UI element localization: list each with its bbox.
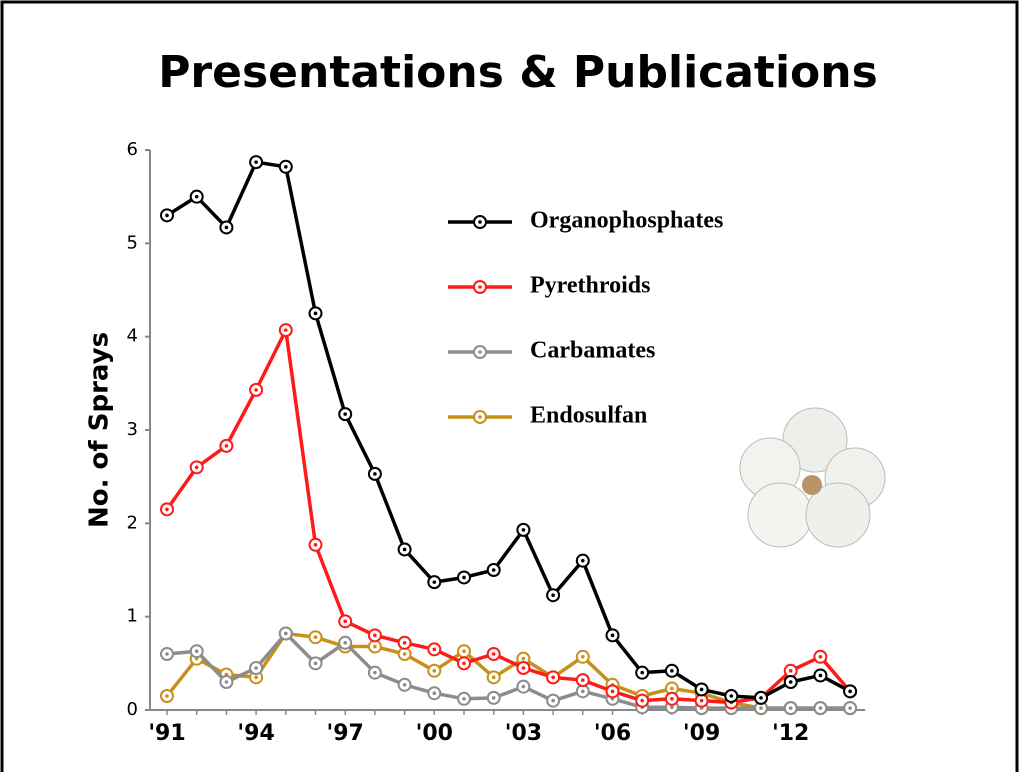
y-tick-label: 2 — [127, 512, 138, 533]
point — [844, 702, 856, 714]
point — [369, 468, 381, 480]
point — [488, 692, 500, 704]
point — [161, 503, 173, 515]
chart-title: Presentations & Publications — [158, 47, 878, 98]
x-tick-label: '03 — [505, 721, 542, 746]
y-tick-label: 3 — [127, 419, 138, 440]
point — [814, 651, 826, 663]
point — [428, 687, 440, 699]
point — [517, 681, 529, 693]
legend-label: Pyrethroids — [530, 273, 650, 299]
point — [666, 693, 678, 705]
point — [220, 676, 232, 688]
point — [636, 667, 648, 679]
point — [310, 657, 322, 669]
point — [696, 683, 708, 695]
point — [310, 539, 322, 551]
point — [339, 615, 351, 627]
point — [636, 695, 648, 707]
x-tick-label: '06 — [594, 721, 631, 746]
point — [488, 671, 500, 683]
point — [250, 156, 262, 168]
point — [488, 648, 500, 660]
point — [161, 648, 173, 660]
point — [725, 690, 737, 702]
point — [428, 665, 440, 677]
point — [458, 645, 470, 657]
point — [844, 685, 856, 697]
slide: Presentations & Publications No. of Spra… — [0, 0, 1019, 772]
y-tick-label: 0 — [127, 699, 138, 720]
point — [399, 679, 411, 691]
point — [607, 685, 619, 697]
legend-label: Carbamates — [530, 338, 655, 364]
point — [577, 651, 589, 663]
point — [191, 461, 203, 473]
point — [814, 669, 826, 681]
point — [428, 576, 440, 588]
point — [161, 209, 173, 221]
point — [517, 662, 529, 674]
point — [191, 645, 203, 657]
point — [220, 440, 232, 452]
point — [250, 384, 262, 396]
y-axis-label: No. of Sprays — [85, 332, 115, 528]
point — [474, 216, 486, 228]
point — [280, 627, 292, 639]
y-tick-label: 4 — [127, 326, 138, 347]
point — [399, 637, 411, 649]
x-tick-label: '00 — [416, 721, 453, 746]
point — [458, 657, 470, 669]
point — [785, 702, 797, 714]
point — [577, 674, 589, 686]
point — [339, 408, 351, 420]
point — [488, 564, 500, 576]
y-tick-label: 5 — [127, 232, 138, 253]
point — [280, 324, 292, 336]
x-tick-label: '09 — [683, 721, 720, 746]
point — [428, 643, 440, 655]
point — [814, 702, 826, 714]
point — [458, 571, 470, 583]
point — [547, 671, 559, 683]
x-tick-label: '91 — [148, 721, 185, 746]
point — [458, 693, 470, 705]
point — [547, 695, 559, 707]
point — [547, 589, 559, 601]
point — [755, 692, 767, 704]
point — [220, 221, 232, 233]
point — [474, 281, 486, 293]
y-tick-label: 1 — [127, 606, 138, 627]
y-tick-label: 6 — [127, 139, 138, 160]
point — [310, 307, 322, 319]
point — [161, 690, 173, 702]
point — [339, 637, 351, 649]
point — [310, 631, 322, 643]
point — [607, 629, 619, 641]
point — [369, 667, 381, 679]
x-tick-label: '94 — [237, 721, 274, 746]
point — [369, 629, 381, 641]
point — [399, 543, 411, 555]
x-tick-label: '12 — [772, 721, 809, 746]
slide-frame — [2, 2, 1017, 772]
point — [474, 411, 486, 423]
point — [280, 161, 292, 173]
point — [250, 662, 262, 674]
legend-label: Endosulfan — [530, 403, 647, 429]
x-tick-label: '97 — [327, 721, 364, 746]
point — [191, 191, 203, 203]
point — [785, 676, 797, 688]
point — [577, 555, 589, 567]
legend-label: Organophosphates — [530, 208, 723, 234]
point — [474, 346, 486, 358]
point — [517, 524, 529, 536]
point — [666, 665, 678, 677]
